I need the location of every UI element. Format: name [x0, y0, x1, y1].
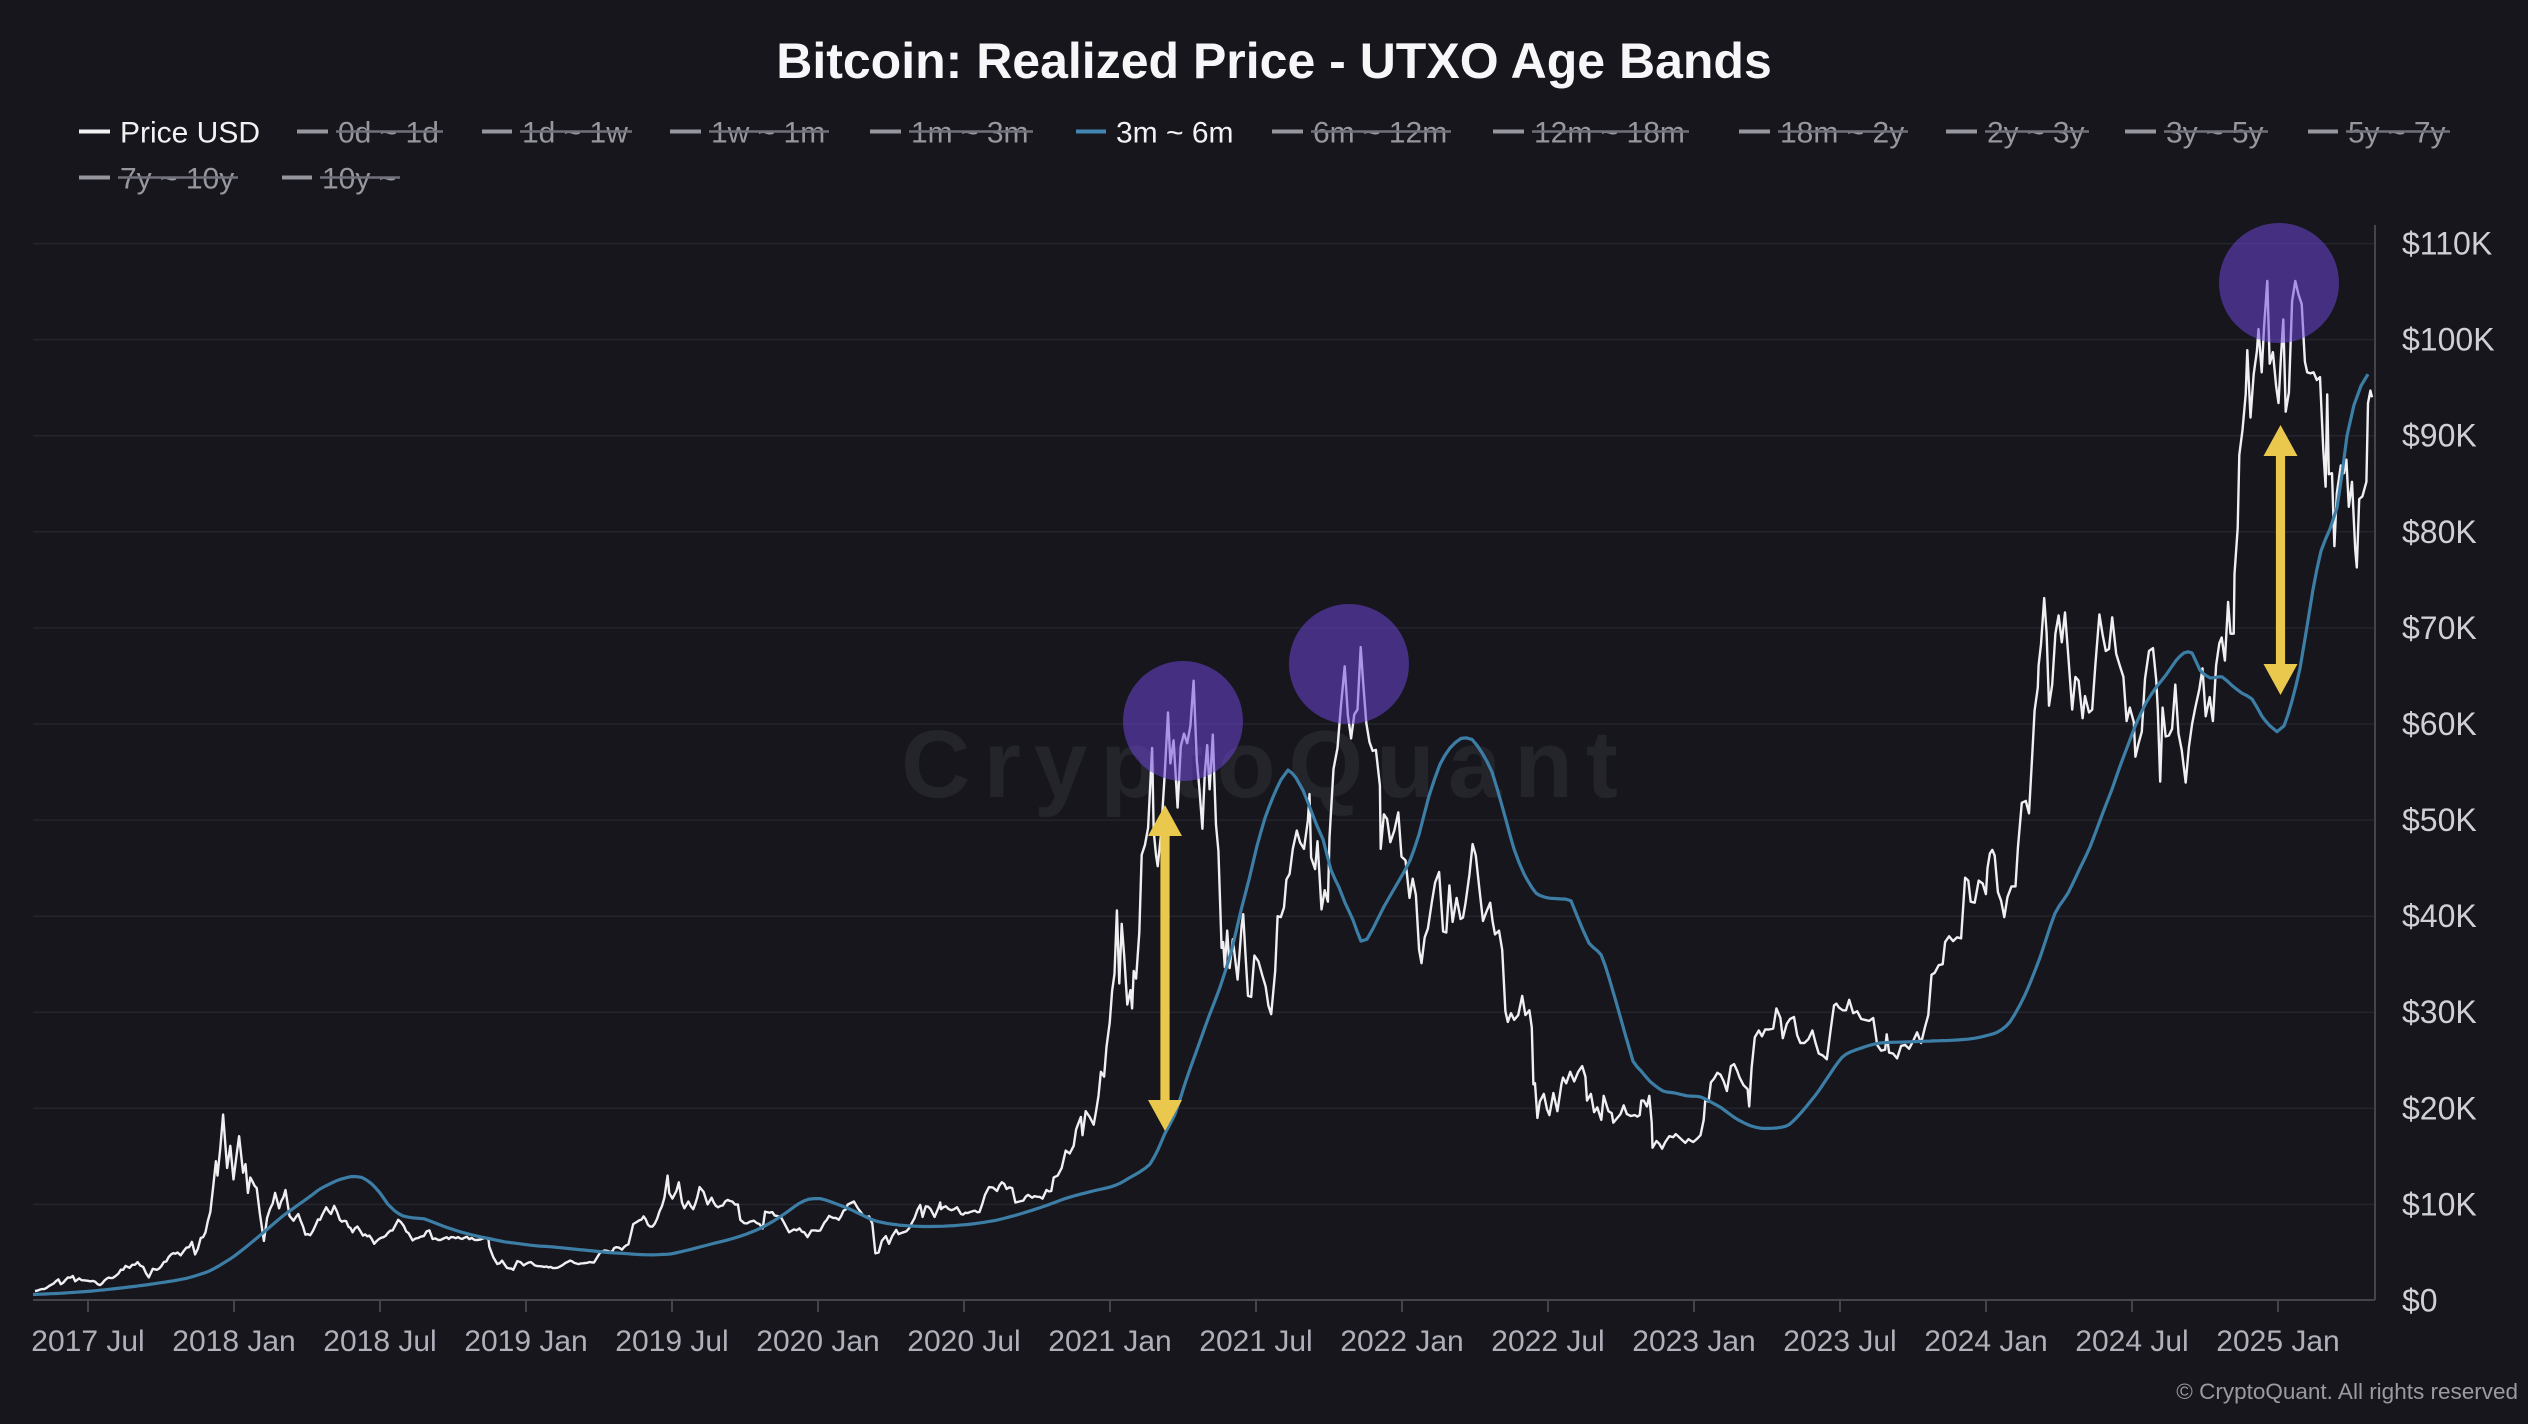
svg-text:2025 Jan: 2025 Jan: [2216, 1325, 2339, 1358]
svg-text:2017 Jul: 2017 Jul: [31, 1325, 144, 1358]
svg-text:2018 Jul: 2018 Jul: [323, 1325, 436, 1358]
svg-text:CryptoQuant: CryptoQuant: [901, 711, 1631, 818]
svg-text:$110K: $110K: [2402, 226, 2492, 262]
svg-text:$90K: $90K: [2402, 418, 2477, 454]
svg-text:Price USD: Price USD: [120, 117, 260, 150]
svg-text:10y ~: 10y ~: [322, 163, 396, 196]
svg-text:18m ~ 2y: 18m ~ 2y: [1780, 117, 1904, 150]
svg-text:1m ~ 3m: 1m ~ 3m: [911, 117, 1029, 150]
svg-text:$30K: $30K: [2402, 994, 2477, 1030]
svg-text:2021 Jul: 2021 Jul: [1199, 1325, 1312, 1358]
svg-text:1d ~ 1w: 1d ~ 1w: [522, 117, 628, 150]
svg-text:1w ~ 1m: 1w ~ 1m: [711, 117, 825, 150]
svg-text:$50K: $50K: [2402, 802, 2477, 838]
svg-text:2021 Jan: 2021 Jan: [1048, 1325, 1171, 1358]
svg-text:2024 Jul: 2024 Jul: [2075, 1325, 2188, 1358]
svg-text:3y ~ 5y: 3y ~ 5y: [2166, 117, 2264, 150]
svg-text:$0: $0: [2402, 1283, 2438, 1319]
svg-text:$70K: $70K: [2402, 610, 2477, 646]
svg-text:2019 Jul: 2019 Jul: [615, 1325, 728, 1358]
svg-text:2020 Jul: 2020 Jul: [907, 1325, 1020, 1358]
svg-text:2023 Jan: 2023 Jan: [1632, 1325, 1755, 1358]
svg-text:2024 Jan: 2024 Jan: [1924, 1325, 2047, 1358]
svg-text:$20K: $20K: [2402, 1090, 2477, 1126]
svg-text:5y ~ 7y: 5y ~ 7y: [2348, 117, 2446, 150]
svg-text:Bitcoin: Realized Price - UTXO: Bitcoin: Realized Price - UTXO Age Bands: [776, 33, 1772, 89]
svg-text:$100K: $100K: [2402, 322, 2495, 358]
svg-text:2022 Jul: 2022 Jul: [1491, 1325, 1604, 1358]
svg-text:2020 Jan: 2020 Jan: [756, 1325, 879, 1358]
svg-text:2023 Jul: 2023 Jul: [1783, 1325, 1896, 1358]
svg-text:2022 Jan: 2022 Jan: [1340, 1325, 1463, 1358]
svg-text:0d ~ 1d: 0d ~ 1d: [338, 117, 439, 150]
svg-text:2y ~ 3y: 2y ~ 3y: [1987, 117, 2085, 150]
svg-text:6m ~ 12m: 6m ~ 12m: [1313, 117, 1447, 150]
svg-text:7y ~ 10y: 7y ~ 10y: [120, 163, 234, 196]
svg-text:12m ~ 18m: 12m ~ 18m: [1534, 117, 1685, 150]
svg-text:2018 Jan: 2018 Jan: [172, 1325, 295, 1358]
svg-text:2019 Jan: 2019 Jan: [464, 1325, 587, 1358]
svg-text:3m ~ 6m: 3m ~ 6m: [1116, 117, 1234, 150]
svg-text:$60K: $60K: [2402, 706, 2477, 742]
svg-text:$80K: $80K: [2402, 514, 2477, 550]
svg-text:$40K: $40K: [2402, 898, 2477, 934]
svg-text:© CryptoQuant. All rights rese: © CryptoQuant. All rights reserved: [2176, 1379, 2518, 1404]
svg-text:$10K: $10K: [2402, 1186, 2477, 1222]
